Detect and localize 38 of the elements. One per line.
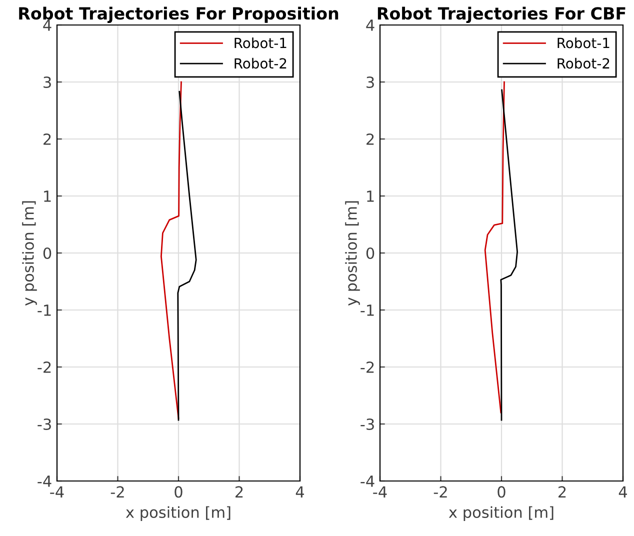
y-tick-label: 1 (44, 190, 51, 202)
legend-label: Robot-2 (558, 58, 610, 69)
y-tick-label: 0 (43, 247, 52, 260)
chart-title: Robot Trajectories For CBF (378, 6, 626, 24)
legend-label: Robot-1 (558, 38, 610, 48)
x-axis-title: x position [m] (448, 506, 554, 521)
line-series (177, 90, 197, 421)
y-tick-label: 3 (366, 76, 374, 88)
y-tick-label: -3 (38, 418, 51, 430)
line-series (484, 81, 505, 414)
x-tick-label: 0 (174, 486, 182, 498)
y-tick-label: -4 (360, 476, 374, 487)
y-tick-label: -1 (38, 304, 51, 316)
x-tick-label: 2 (236, 486, 243, 498)
y-tick-label: 4 (366, 20, 374, 31)
y-tick-label: -2 (360, 361, 374, 373)
x-axis-title: x position [m] (126, 506, 230, 521)
line-series (160, 81, 182, 419)
legend-label: Robot-2 (234, 58, 286, 69)
x-tick-label: 2 (558, 486, 566, 498)
x-tick-label: 4 (296, 486, 304, 498)
legend-label: Robot-1 (234, 38, 286, 48)
y-tick-label: 1 (367, 190, 374, 202)
y-tick-label: -4 (38, 476, 52, 487)
y-axis-title: y position [m] (345, 201, 360, 306)
x-tick-label: -2 (434, 486, 447, 498)
y-tick-label: -2 (38, 361, 51, 373)
x-tick-label: 0 (498, 486, 506, 498)
y-tick-label: 2 (366, 133, 374, 145)
x-tick-label: -2 (110, 486, 124, 498)
y-tick-label: -1 (360, 304, 374, 316)
y-axis-title: y position [m] (22, 201, 37, 306)
line-series (500, 89, 518, 421)
y-tick-label: -3 (360, 418, 374, 430)
y-tick-label: 3 (44, 76, 51, 88)
y-tick-label: 0 (366, 247, 374, 260)
x-tick-label: 4 (618, 486, 628, 498)
y-tick-label: 2 (44, 133, 51, 145)
